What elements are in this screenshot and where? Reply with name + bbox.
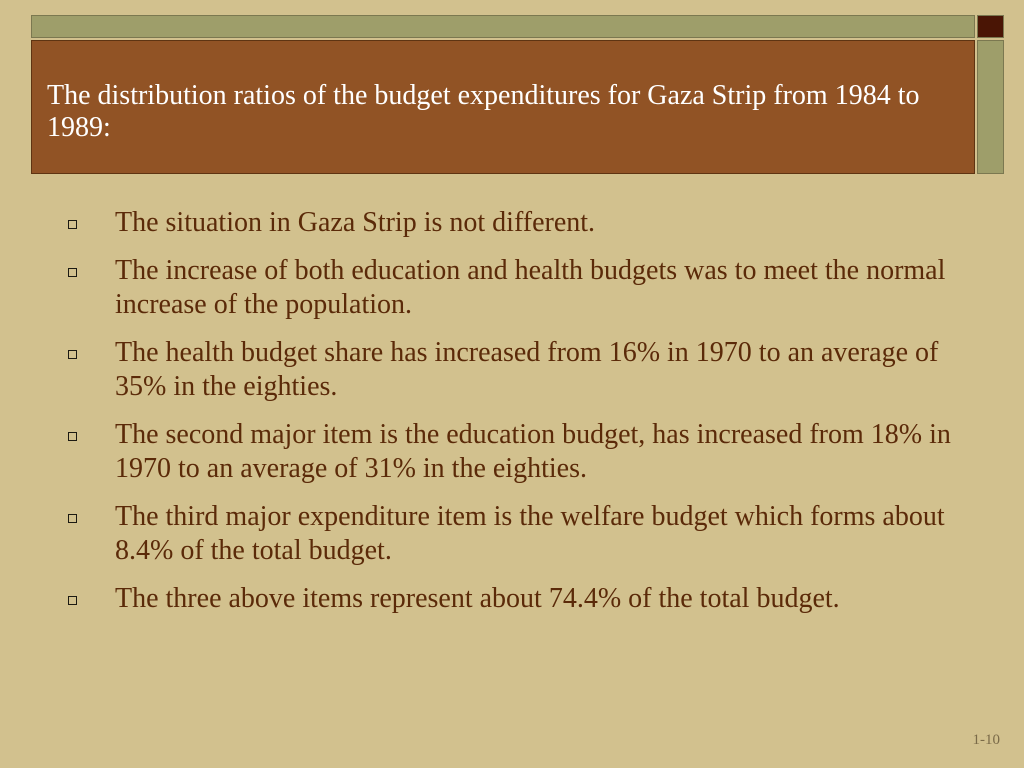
bullet-text: The situation in Gaza Strip is not diffe… bbox=[115, 207, 596, 238]
bullet-text: The health budget share has increased fr… bbox=[115, 337, 939, 402]
bullet-list: The situation in Gaza Strip is not diffe… bbox=[62, 206, 962, 630]
header-decor-band bbox=[31, 15, 975, 38]
title-side-bar bbox=[977, 40, 1004, 174]
hollow-square-bullet-icon bbox=[68, 220, 77, 229]
bullet-text: The second major item is the education b… bbox=[115, 419, 951, 484]
bullet-text: The third major expenditure item is the … bbox=[115, 501, 945, 566]
header-corner-square bbox=[977, 15, 1004, 38]
hollow-square-bullet-icon bbox=[68, 268, 77, 277]
slide-title: The distribution ratios of the budget ex… bbox=[47, 80, 920, 143]
bullet-item: The second major item is the education b… bbox=[62, 418, 962, 486]
hollow-square-bullet-icon bbox=[68, 514, 77, 523]
hollow-square-bullet-icon bbox=[68, 350, 77, 359]
page-number: 1-10 bbox=[972, 732, 1001, 748]
bullet-text: The increase of both education and healt… bbox=[115, 255, 946, 320]
title-box bbox=[31, 40, 975, 174]
bullet-text: The three above items represent about 74… bbox=[115, 583, 840, 614]
bullet-item: The situation in Gaza Strip is not diffe… bbox=[62, 206, 962, 240]
hollow-square-bullet-icon bbox=[68, 596, 77, 605]
bullet-item: The third major expenditure item is the … bbox=[62, 500, 962, 568]
bullet-item: The three above items represent about 74… bbox=[62, 582, 962, 616]
hollow-square-bullet-icon bbox=[68, 432, 77, 441]
bullet-item: The increase of both education and healt… bbox=[62, 254, 962, 322]
bullet-item: The health budget share has increased fr… bbox=[62, 336, 962, 404]
